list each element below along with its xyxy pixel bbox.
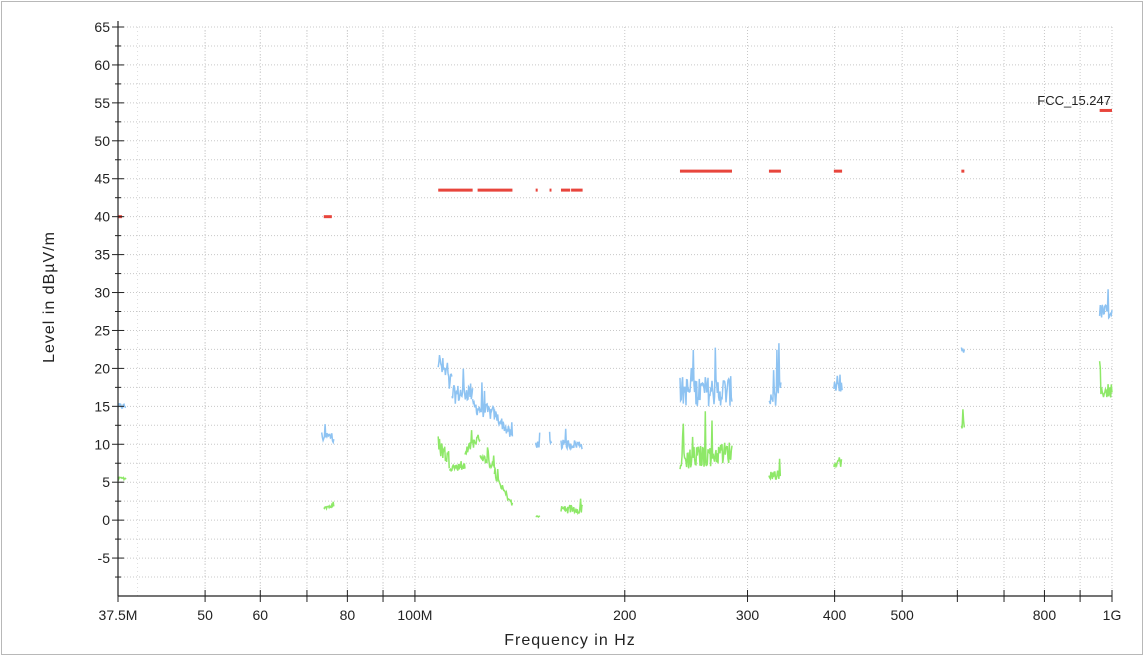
trace-segment [960, 347, 966, 353]
trace-segment [833, 374, 843, 392]
y-tick-label: 60 [94, 57, 110, 73]
x-tick-label: 400 [823, 607, 847, 623]
y-tick-label: 15 [94, 398, 110, 414]
trace-segment [535, 515, 541, 518]
trace-segment [323, 501, 335, 511]
x-tick-label: 37.5M [99, 607, 138, 623]
data-series [117, 108, 1113, 518]
y-tick-label: 40 [94, 209, 110, 225]
trace-segment [548, 431, 553, 446]
x-tick-label: 300 [736, 607, 760, 623]
trace-segment [560, 428, 583, 452]
limit-line-label: FCC_15.247 [1037, 93, 1111, 108]
y-tick-label: -5 [98, 550, 111, 566]
grid-lines [117, 26, 1113, 597]
trace-segment [679, 411, 733, 470]
y-tick-label: 30 [94, 285, 110, 301]
series-1 [117, 289, 1113, 452]
y-tick-label: 55 [94, 95, 110, 111]
trace-segment [768, 343, 782, 406]
axes: -5 0 5 10 15 20 25 30 35 40 45 50 55 60 65 37.5M 50 60 80 1… [94, 19, 1121, 623]
y-tick-label: 45 [94, 171, 110, 187]
trace-segment [493, 467, 514, 506]
y-tick-label: 50 [94, 133, 110, 149]
x-tick-label: 100M [397, 607, 432, 623]
y-tick-label: 65 [94, 19, 110, 35]
trace-segment [960, 409, 966, 429]
y-tick-label: 20 [94, 360, 110, 376]
x-tick-label: 200 [613, 607, 637, 623]
x-tick-label: 800 [1033, 607, 1057, 623]
trace-segment [479, 447, 496, 470]
series-0 [118, 108, 1112, 219]
x-tick-label: 50 [197, 607, 213, 623]
trace-segment [471, 382, 496, 420]
trace-segment [449, 461, 466, 472]
trace-segment [320, 424, 335, 445]
trace-segment [117, 403, 126, 410]
y-tick-label: 25 [94, 322, 110, 338]
trace-segment [493, 409, 514, 437]
trace-segment [117, 476, 127, 482]
trace-segment [464, 430, 481, 456]
trace-segment [437, 436, 450, 469]
x-tick-label: 1G [1103, 607, 1122, 623]
trace-segment [451, 368, 474, 404]
trace-segment [833, 457, 843, 469]
trace-segment [560, 498, 584, 515]
x-tick-label: 60 [252, 607, 268, 623]
trace-segment [534, 432, 541, 448]
trace-segment [768, 458, 782, 481]
x-axis-title: Frequency in Hz [504, 632, 636, 649]
trace-segment [1098, 289, 1113, 320]
y-tick-label: 5 [102, 474, 110, 490]
trace-segment [679, 347, 733, 407]
x-tick-label: 80 [340, 607, 356, 623]
trace-segment [437, 354, 453, 389]
y-axis-title: Level in dBµV/m [41, 231, 58, 363]
series-2 [117, 361, 1113, 518]
trace-segment [1098, 361, 1113, 398]
y-tick-label: 10 [94, 436, 110, 452]
x-tick-label: 500 [890, 607, 914, 623]
y-tick-label: 0 [102, 512, 110, 528]
y-tick-label: 35 [94, 247, 110, 263]
